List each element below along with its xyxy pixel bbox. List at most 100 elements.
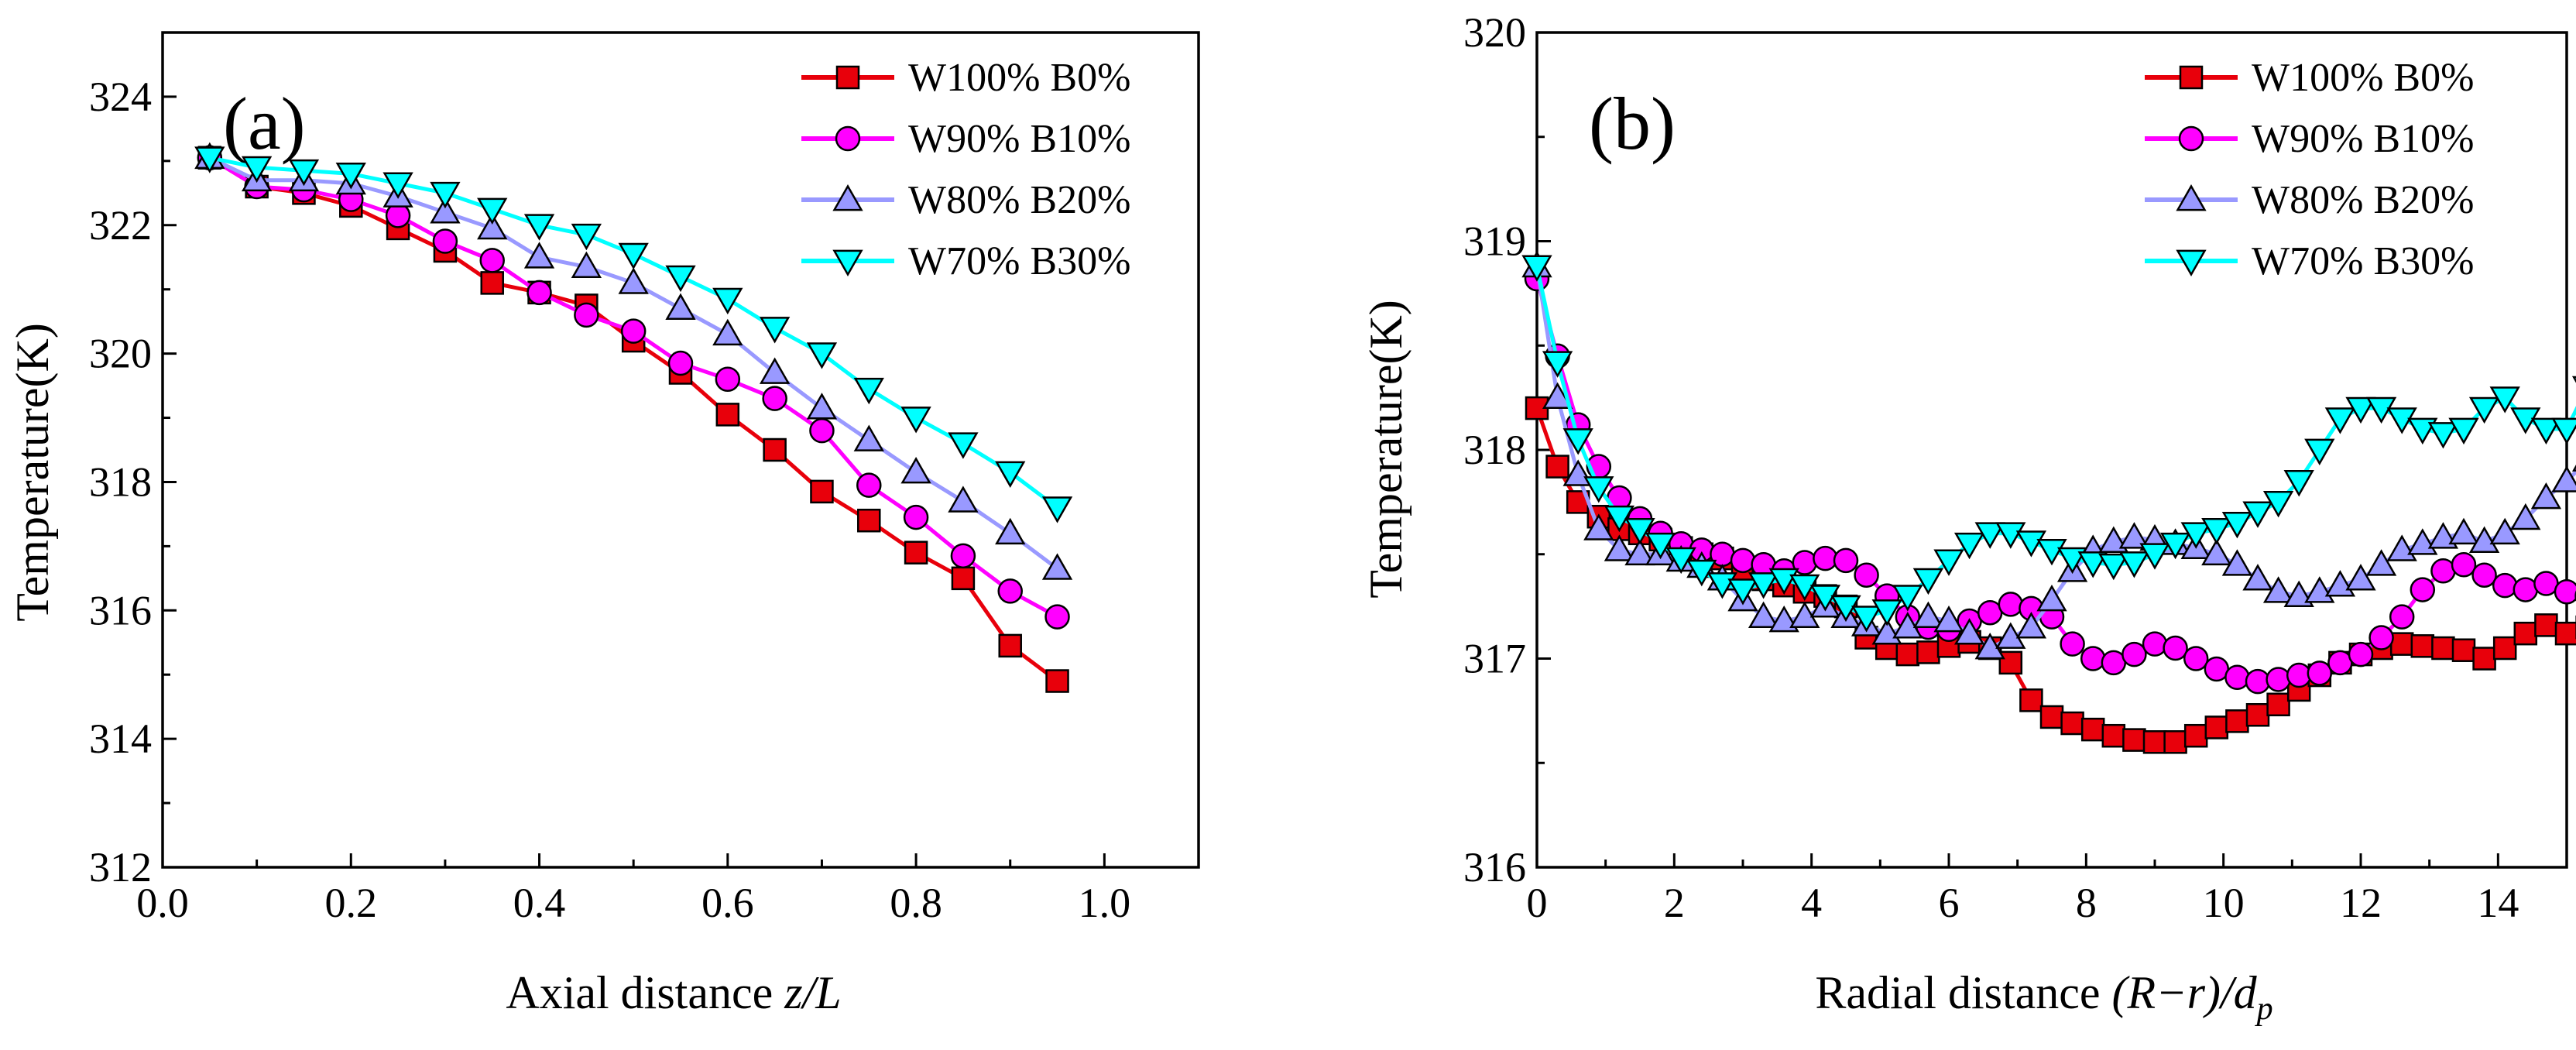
panel-a-series-3-point	[618, 267, 649, 294]
panel-b-series-3-point	[2118, 522, 2150, 549]
panel-b-series-4-point	[2139, 543, 2170, 570]
panel-b-series-3-point	[2262, 576, 2294, 603]
panel-b-series-3-point	[1953, 618, 1985, 645]
panel-b-series-2-point	[2348, 641, 2374, 667]
panel-a-series-4-point	[995, 461, 1026, 489]
panel-a-x-tick-label: 1.0	[1079, 880, 1131, 926]
panel-a-legend-label: W70% B30%	[908, 239, 1130, 283]
panel-b-x-tick-label: 14	[2477, 880, 2519, 926]
panel-b-y-axis-title: Temperature(K)	[1360, 300, 1411, 599]
panel-a-series-2-point	[997, 578, 1023, 604]
panel-a-plot-frame	[161, 31, 1200, 869]
panel-b-series-1-point	[2451, 638, 2476, 662]
panel-a-series-2-line	[208, 156, 1058, 619]
panel-b-series-2-point	[1854, 562, 1879, 588]
panel-b-series-2-point	[2245, 668, 2271, 695]
panel-a-series-3-point	[759, 357, 791, 384]
panel-b-legend-label: W80% B20%	[2252, 178, 2474, 222]
panel-b-series-2-point	[2307, 661, 2333, 686]
panel-b-series-4-point	[2242, 501, 2273, 528]
panel-b-series-4-point	[2201, 518, 2232, 545]
panel-b-series-2-point	[2080, 646, 2106, 671]
panel-a-series-3-point	[523, 242, 555, 269]
panel-b-series-2-point	[2060, 631, 2085, 657]
panel-b-series-1-point	[2101, 723, 2126, 748]
panel-b-series-4-point	[1521, 255, 1552, 282]
panel-b-series-3-point	[1624, 538, 1655, 566]
panel-b-series-4-point	[2221, 511, 2253, 539]
panel-b-series-2-point	[2513, 577, 2539, 602]
panel-a-series-4-point	[618, 242, 649, 270]
panel-b-series-2-point	[1998, 592, 2024, 617]
panel-b-series-2-point	[2554, 579, 2576, 605]
panel-b-series-1-point	[2513, 621, 2538, 646]
panel-a-series-2-point	[715, 366, 741, 393]
panel-b-series-4-point	[1583, 476, 1614, 503]
panel-b-legend-label: W100% B0%	[2252, 56, 2474, 100]
panel-b-series-2-point	[2451, 551, 2477, 578]
panel-b-series-1-point	[1895, 642, 1920, 667]
panel-b-legend-marker	[2178, 125, 2204, 152]
panel-b-series-1-point	[2266, 692, 2290, 717]
panel-b-series-1-point	[2122, 728, 2146, 752]
panel-b-series-4-point	[1542, 351, 1573, 378]
panel-b-series-1-point	[2431, 636, 2455, 661]
panel-a-y-axis-title: Temperature(K)	[7, 323, 58, 622]
panel-a-legend-label: W90% B10%	[908, 117, 1130, 161]
panel-b-series-1-point	[2410, 634, 2435, 658]
panel-b-series-3-point	[2427, 522, 2459, 549]
panel-b-label: (b)	[1589, 82, 1676, 165]
panel-b-series-3-point	[1912, 601, 1944, 628]
panel-a-series-4-point	[288, 159, 320, 187]
panel-b-series-3-point	[2530, 482, 2562, 510]
panel-a-series-2-point	[809, 417, 835, 444]
panel-b-series-4-point	[1748, 572, 1779, 599]
panel-b-legend-marker	[2176, 184, 2207, 211]
panel-b-chart: (b) Radial distance (R−r)/dp Temperature…	[1360, 9, 2576, 1027]
panel-b-series-3-point	[2448, 517, 2479, 545]
panel-b-series-2-point	[2430, 558, 2456, 584]
panel-a-series-2-point	[762, 386, 787, 411]
panel-a-series-4-point	[712, 287, 743, 315]
panel-b-series-4-point	[2304, 438, 2335, 466]
panel-b-series-3-point	[2098, 526, 2129, 553]
panel-a-series-4-point	[1041, 496, 1073, 523]
panel-b-series-3-point	[2489, 517, 2520, 545]
panel-a-series-1-point	[810, 479, 834, 504]
panel-b-series-4-point	[1995, 522, 2026, 549]
panel-b-series-3-point	[1562, 459, 1593, 486]
panel-b-series-1	[1525, 396, 2576, 754]
panel-b-series-1-point	[2225, 709, 2249, 733]
panel-b-series-2-point	[2368, 625, 2394, 650]
panel-a-series-2-point	[620, 318, 647, 344]
panel-b-series-2-point	[1833, 547, 1859, 574]
panel-b-series-1-point	[2554, 621, 2576, 646]
panel-b-series-3-point	[2283, 580, 2314, 608]
panel-b-series-3-point	[1933, 605, 1964, 633]
panel-a-series-2-point	[432, 228, 458, 254]
panel-b-series-4-point	[2324, 407, 2356, 434]
panel-a-legend-marker	[835, 125, 861, 152]
panel-a-legend-marker	[835, 65, 860, 90]
panel-a-series-3-point	[571, 251, 602, 279]
panel-a-series-4-point	[335, 163, 366, 190]
panel-a-y-tick-label: 320	[89, 331, 152, 377]
panel-a-series-4-point	[477, 197, 508, 225]
panel-b-series-1-point	[2472, 647, 2496, 671]
panel-b-series-4-point	[1645, 532, 1676, 560]
panel-b-legend-label: W70% B30%	[2252, 239, 2474, 283]
panel-a-series-2-point	[903, 504, 929, 530]
panel-a-series-2-point	[574, 302, 599, 328]
panel-a-series-1-point	[857, 508, 881, 533]
panel-b-series-3-point	[2510, 503, 2541, 530]
panel-b-series-2-point	[2410, 577, 2436, 602]
panel-b-series-4-point	[2118, 551, 2150, 578]
panel-a-y-tick-label: 324	[89, 74, 152, 120]
panel-b-series-1-point	[1545, 455, 1569, 479]
panel-a-series-4-point	[382, 172, 413, 199]
panel-a-legend-marker	[832, 184, 863, 211]
panel-b-series-4-point	[1624, 518, 1655, 545]
panel-a-series-2-point	[1044, 604, 1070, 630]
panel-a-series-3-point	[853, 424, 884, 451]
